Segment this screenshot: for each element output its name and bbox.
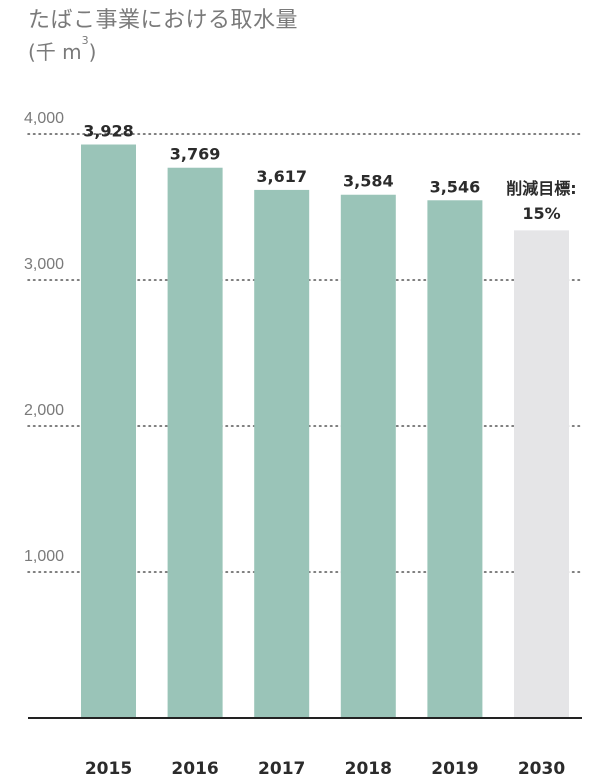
y-tick-label: 4,000 <box>24 110 64 127</box>
x-tick-label: 2030 <box>518 759 565 779</box>
y-tick-label: 3,000 <box>24 256 64 273</box>
bar <box>340 194 396 719</box>
data-label: 3,769 <box>170 145 221 164</box>
chart-title: たばこ事業における取水量 <box>28 8 299 33</box>
data-label: 3,584 <box>343 172 394 191</box>
x-tick-label: 2016 <box>171 759 218 779</box>
target-label: 削減目標: <box>506 179 576 198</box>
unit-label: (千 m3) <box>28 34 97 64</box>
bar <box>254 189 310 719</box>
x-tick-label: 2018 <box>345 759 392 779</box>
target-bar <box>514 230 569 719</box>
bar <box>81 144 136 719</box>
data-label: 3,928 <box>83 122 134 141</box>
x-tick-label: 2015 <box>85 759 132 779</box>
x-tick-label: 2017 <box>258 759 305 779</box>
bar <box>167 167 223 718</box>
data-label: 3,546 <box>430 177 481 196</box>
x-tick-label: 2019 <box>431 759 478 779</box>
target-percent: 15% <box>522 204 560 223</box>
y-tick-label: 2,000 <box>24 402 64 419</box>
y-tick-label: 1,000 <box>24 548 64 565</box>
bar <box>427 200 483 718</box>
data-label: 3,617 <box>256 167 307 186</box>
